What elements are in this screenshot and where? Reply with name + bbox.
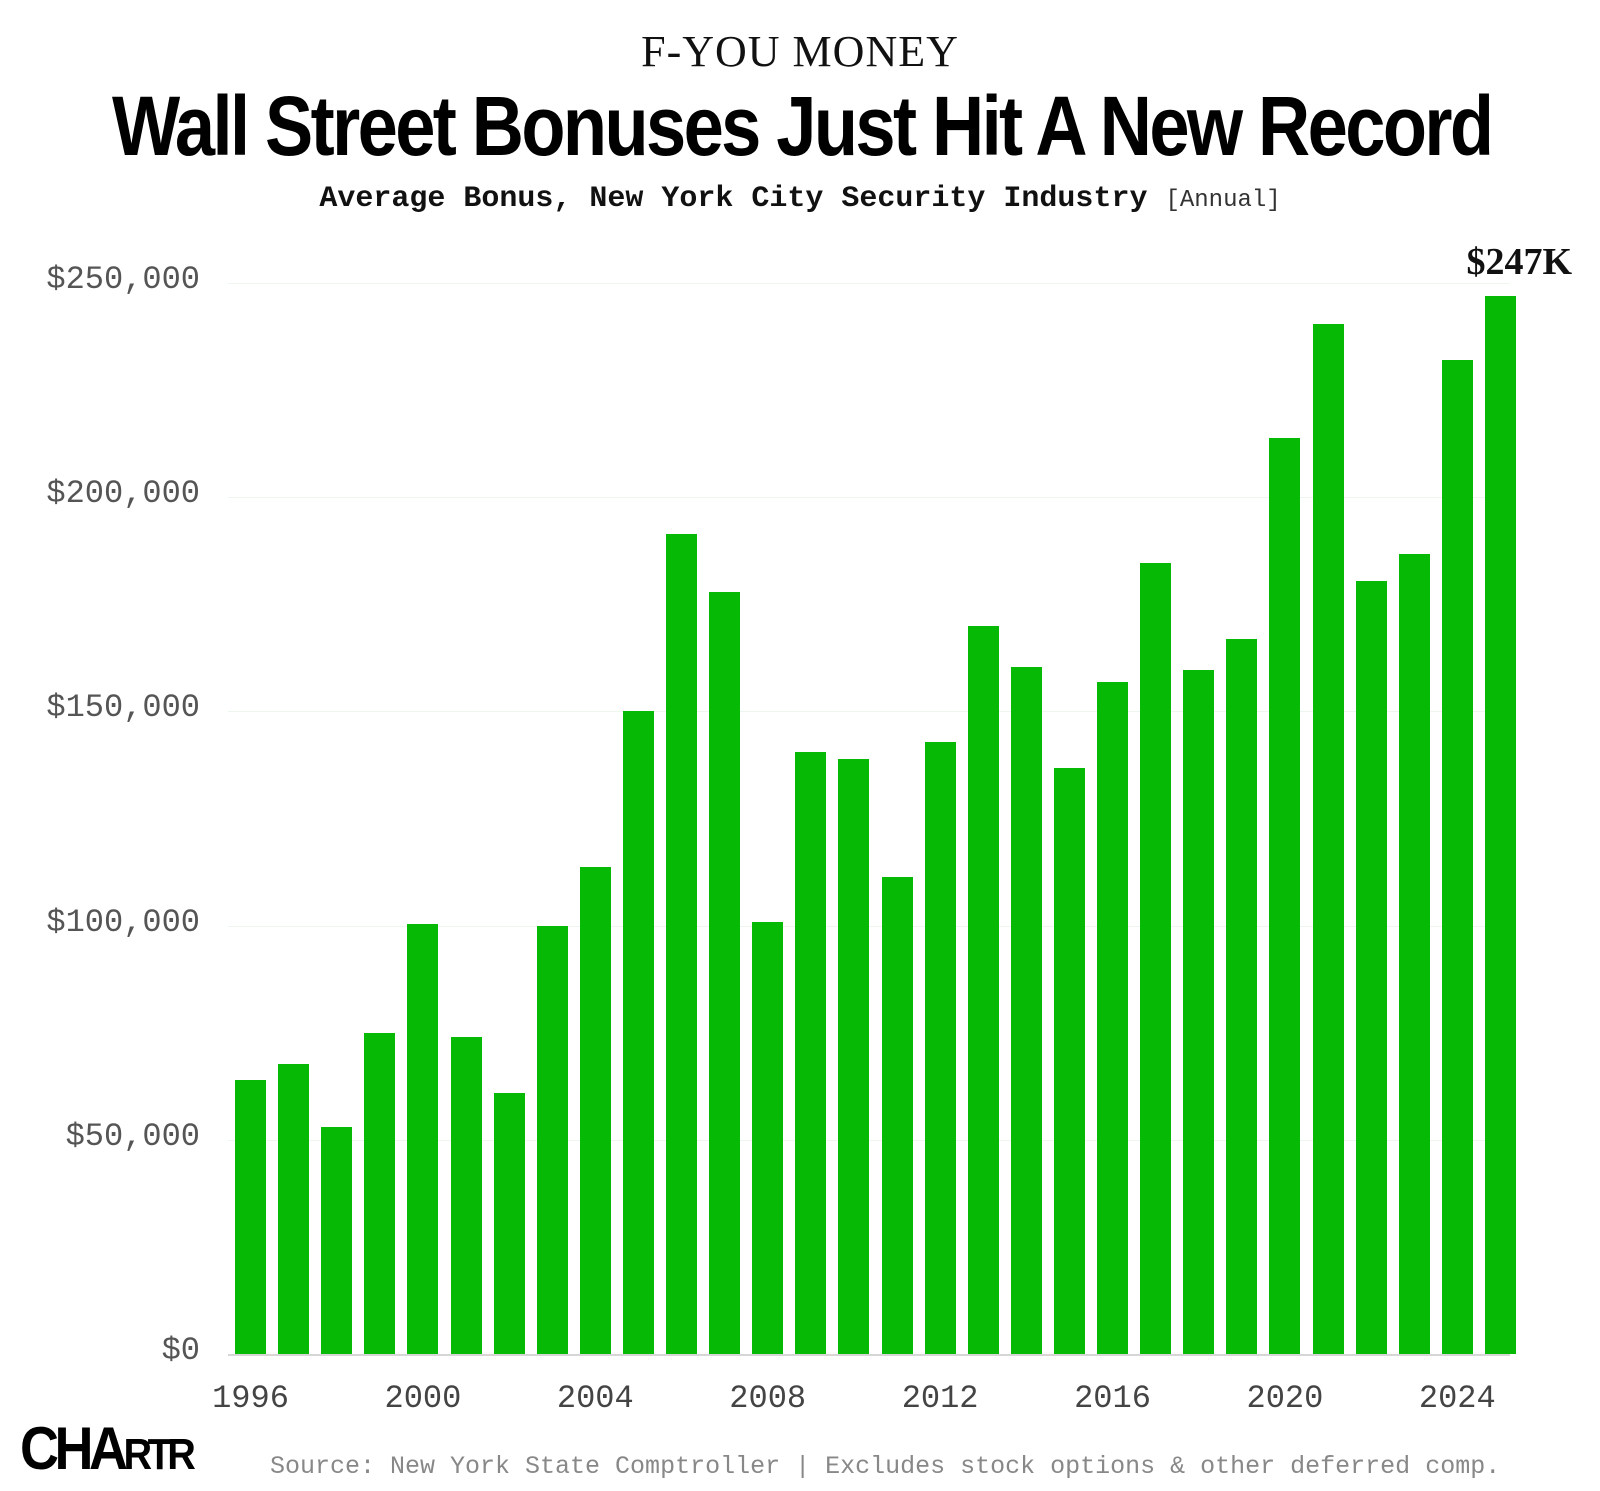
- chart-subtitle: Average Bonus, New York City Security In…: [0, 182, 1600, 216]
- logo-main: CHA: [20, 1415, 128, 1482]
- bar-2022: [1355, 581, 1387, 1354]
- bar-2008: [752, 922, 784, 1354]
- x-axis-label: 2012: [901, 1380, 979, 1417]
- logo-small: RTR: [123, 1430, 196, 1479]
- record-annotation: $247K: [1466, 241, 1572, 283]
- gridline: [228, 497, 1510, 499]
- x-axis-label: 2004: [556, 1380, 634, 1417]
- bar-1996: [235, 1079, 266, 1354]
- x-axis-label: 1996: [212, 1380, 289, 1417]
- chart-kicker: F-YOU MONEY: [641, 27, 959, 76]
- chartr-logo: CHARTR: [20, 1414, 196, 1483]
- bar-2020: [1269, 438, 1301, 1354]
- bar-2014: [1010, 666, 1042, 1354]
- bar-2018: [1183, 669, 1215, 1354]
- x-axis-label: 2000: [384, 1380, 462, 1417]
- bar-2023: [1398, 554, 1430, 1354]
- bar-1998: [321, 1126, 353, 1354]
- bar-2003: [536, 925, 568, 1354]
- bar-2017: [1140, 563, 1172, 1354]
- y-axis-label: $250,000: [46, 261, 200, 298]
- bar-2007: [709, 591, 741, 1354]
- bar-2009: [795, 752, 827, 1354]
- bar-2000: [407, 923, 439, 1354]
- bar-2006: [666, 534, 697, 1354]
- subtitle-text: Average Bonus, New York City Security In…: [319, 182, 1148, 216]
- x-axis-label: 2020: [1246, 1380, 1324, 1417]
- y-axis-label: $0: [161, 1332, 200, 1369]
- frequency-tag: [Annual]: [1165, 187, 1281, 214]
- gridline: [228, 711, 1510, 713]
- x-axis-baseline: [228, 1354, 1510, 1356]
- y-axis-label: $100,000: [46, 903, 200, 941]
- bar-1999: [364, 1032, 396, 1354]
- x-axis-label: 2008: [729, 1380, 807, 1417]
- bar-1997: [278, 1063, 310, 1354]
- x-axis-label: 2016: [1074, 1380, 1151, 1417]
- bar-2024: [1441, 360, 1473, 1354]
- bar-2015: [1053, 767, 1085, 1354]
- bar-2025: [1484, 295, 1516, 1354]
- y-axis-label: $150,000: [46, 689, 200, 727]
- bar-2016: [1097, 681, 1128, 1354]
- x-axis-label: 2024: [1418, 1380, 1496, 1417]
- bar-2021: [1312, 324, 1344, 1354]
- y-axis-label: $200,000: [46, 475, 200, 513]
- bar-2005: [622, 711, 654, 1354]
- bar-2002: [493, 1092, 525, 1354]
- bar-2001: [450, 1036, 482, 1354]
- bar-2019: [1226, 639, 1258, 1354]
- y-axis-label: $50,000: [65, 1117, 200, 1155]
- bar-2010: [838, 758, 870, 1354]
- bar-2012: [924, 741, 956, 1354]
- gridline: [228, 283, 1510, 284]
- chart-title: Wall Street Bonuses Just Hit A New Recor…: [112, 79, 1494, 173]
- bar-2004: [579, 866, 611, 1354]
- bar-2013: [967, 625, 999, 1354]
- source-note: Source: New York State Comptroller | Exc…: [270, 1452, 1501, 1481]
- bar-2011: [881, 877, 913, 1354]
